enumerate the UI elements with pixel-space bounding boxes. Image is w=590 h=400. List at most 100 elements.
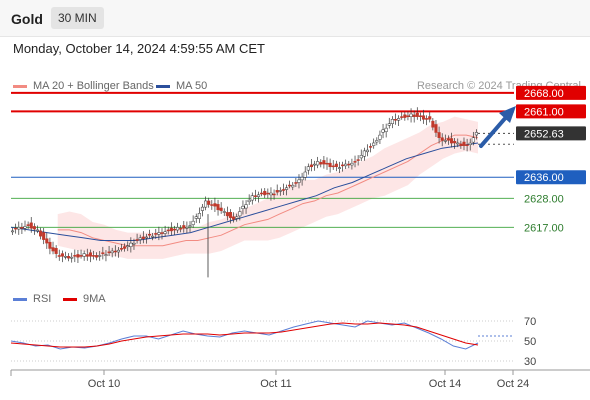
candle-body: [197, 213, 201, 219]
candle-body: [154, 233, 158, 235]
candle-body: [42, 232, 46, 240]
candle-body: [356, 159, 360, 161]
candle-body: [45, 238, 49, 244]
candle-body: [182, 225, 186, 229]
rsi-ma9-line: [10, 322, 479, 348]
candle-body: [76, 254, 80, 258]
level-label-2652.63: 2652.63: [524, 128, 564, 140]
candle-body: [250, 195, 254, 201]
candle-body: [141, 236, 145, 240]
projection-arrow: [479, 106, 516, 148]
candle-body: [17, 227, 21, 230]
candle-body: [437, 132, 441, 138]
legend-9ma-label: 9MA: [83, 293, 106, 305]
level-tag-2636.00: [516, 170, 586, 185]
candle-body: [266, 192, 270, 195]
candle-body: [26, 224, 30, 226]
candle-body: [431, 120, 435, 128]
candle-body: [425, 118, 429, 120]
candle-body: [213, 203, 217, 207]
candle-body: [446, 138, 450, 141]
candle-body: [294, 182, 298, 184]
candle-body: [322, 160, 326, 165]
candle-body: [98, 255, 102, 257]
candle-body: [288, 184, 292, 187]
candle-body: [188, 225, 192, 227]
timestamp: Monday, October 14, 2024 4:59:55 AM CET: [13, 41, 265, 56]
candle-body: [397, 118, 401, 121]
candle-body: [319, 162, 323, 165]
candle-body: [169, 227, 173, 232]
candle-body: [365, 149, 370, 153]
candle-body: [67, 256, 71, 259]
candle-body: [344, 163, 348, 167]
ma50-swatch: [156, 84, 170, 88]
candle-body: [325, 162, 329, 165]
level-label-2628.00: 2628.00: [524, 193, 564, 205]
candle-body: [14, 227, 18, 230]
candle-body: [132, 242, 136, 245]
legend-ma20: MA 20 + Bollinger Bands: [13, 80, 154, 92]
candle-body: [347, 163, 351, 166]
candle-body: [210, 204, 214, 206]
level-tag-2668.00: [516, 85, 586, 100]
x-axis: Oct 10 Oct 11 Oct 14 Oct 24: [10, 369, 590, 390]
candle-body: [241, 205, 245, 210]
candle-body: [359, 155, 363, 159]
candle-body: [468, 142, 472, 145]
legend-ma50: MA 50: [156, 80, 207, 92]
candle-body: [440, 137, 444, 141]
candle-body: [107, 251, 111, 254]
candle-body: [138, 237, 142, 240]
candle-body: [313, 163, 317, 166]
candle-body: [390, 119, 394, 124]
candle-body: [200, 206, 205, 211]
x-tick-label: Oct 11: [260, 378, 292, 390]
candle-body: [35, 229, 40, 232]
x-tick-label: Oct 10: [88, 378, 120, 390]
candle-body: [256, 194, 261, 197]
ma20-swatch: [13, 84, 27, 88]
bollinger-band-area: [57, 116, 478, 259]
candle-body: [104, 254, 108, 256]
legend-9ma: 9MA: [63, 293, 106, 305]
ma9-swatch: [63, 297, 77, 301]
candle-body: [172, 228, 176, 231]
candle-body: [278, 190, 282, 192]
legend-rsi-label: RSI: [33, 293, 52, 305]
candle-body: [20, 227, 24, 229]
candle-body: [471, 137, 475, 143]
candle-body: [281, 189, 285, 191]
candle-body: [238, 211, 242, 217]
timeframe-badge[interactable]: 30 MIN: [51, 7, 104, 29]
candle-body: [253, 195, 257, 197]
rsi-tick-label: 70: [524, 316, 536, 328]
candle-body: [207, 200, 211, 205]
candle-body: [11, 230, 15, 233]
candle-body: [235, 216, 239, 219]
candle-body: [334, 163, 338, 167]
candle-body: [73, 255, 77, 257]
x-tick-label: Oct 24: [497, 378, 529, 390]
candle-body: [228, 212, 233, 218]
bollinger-band: [57, 116, 478, 259]
candle-body: [428, 116, 432, 120]
candle-body: [297, 179, 301, 183]
candle-body: [39, 230, 43, 237]
candle-body: [300, 177, 304, 181]
candle-body: [60, 253, 64, 257]
ma50-line: [10, 142, 479, 241]
candle-body: [449, 138, 454, 144]
level-label-2617.00: 2617.00: [524, 222, 564, 234]
candle-body: [353, 161, 357, 163]
candle-body: [101, 252, 105, 254]
candle-body: [316, 161, 320, 166]
candle-body: [129, 242, 133, 247]
level-label-2661.00: 2661.00: [524, 106, 564, 118]
candle-body: [328, 162, 332, 168]
level-label-2668.00: 2668.00: [524, 88, 564, 100]
candle-body: [85, 254, 89, 257]
candle-body: [375, 140, 379, 143]
candle-body: [409, 113, 413, 117]
